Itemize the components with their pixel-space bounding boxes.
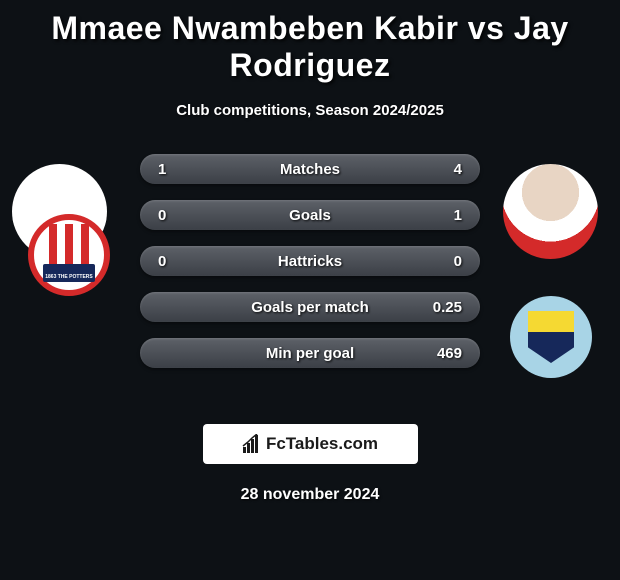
stat-right-value: 0 <box>422 253 462 270</box>
stat-left-value: 1 <box>158 161 198 178</box>
comparison-subtitle: Club competitions, Season 2024/2025 <box>0 102 620 119</box>
club-badge-right <box>510 296 592 378</box>
player-right-photo <box>503 164 598 259</box>
stat-row-goals: 0 Goals 1 <box>140 200 480 230</box>
club-badge-left: 1863 THE POTTERS <box>28 214 110 296</box>
stat-right-value: 469 <box>422 345 462 362</box>
stat-row-matches: 1 Matches 4 <box>140 154 480 184</box>
stoke-badge-text: 1863 THE POTTERS <box>43 274 95 280</box>
stats-list: 1 Matches 4 0 Goals 1 0 Hattricks 0 Goal… <box>140 154 480 384</box>
comparison-card: Mmaee Nwambeben Kabir vs Jay Rodriguez C… <box>0 0 620 504</box>
stat-row-min-per-goal: Min per goal 469 <box>140 338 480 368</box>
stat-row-goals-per-match: Goals per match 0.25 <box>140 292 480 322</box>
stat-row-hattricks: 0 Hattricks 0 <box>140 246 480 276</box>
stat-right-value: 4 <box>422 161 462 178</box>
stat-right-value: 1 <box>422 207 462 224</box>
stat-right-value: 0.25 <box>422 299 462 316</box>
stat-label: Goals <box>289 207 331 224</box>
footer-date: 28 november 2024 <box>0 486 620 504</box>
main-comparison-area: 1863 THE POTTERS 1 Matches 4 0 Goals 1 0… <box>0 154 620 404</box>
bar-chart-icon <box>242 434 262 454</box>
stat-left-value: 0 <box>158 253 198 270</box>
burnley-badge-icon <box>510 296 592 378</box>
stoke-city-badge-icon: 1863 THE POTTERS <box>28 214 110 296</box>
fctables-logo-text: FcTables.com <box>266 434 378 454</box>
stat-label: Hattricks <box>278 253 342 270</box>
stat-label: Min per goal <box>266 345 354 362</box>
fctables-logo[interactable]: FcTables.com <box>203 424 418 464</box>
stat-label: Goals per match <box>251 299 369 316</box>
stat-label: Matches <box>280 161 340 178</box>
comparison-title: Mmaee Nwambeben Kabir vs Jay Rodriguez <box>0 10 620 84</box>
stat-left-value: 0 <box>158 207 198 224</box>
